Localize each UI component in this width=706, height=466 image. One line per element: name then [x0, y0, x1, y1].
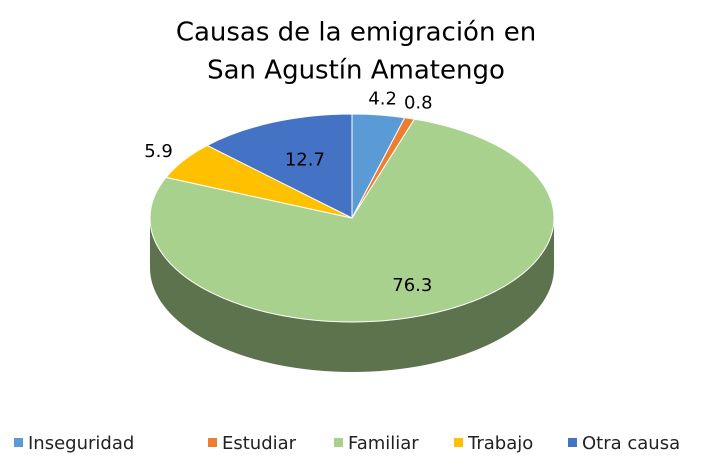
chart-title: San Agustín Amatengo: [207, 56, 505, 86]
legend-label: Trabajo: [467, 433, 533, 454]
legend-label: Familiar: [348, 433, 419, 454]
legend-label: Inseguridad: [28, 433, 134, 454]
legend-swatch: [568, 438, 577, 447]
legend-swatch: [14, 438, 23, 447]
legend-label: Estudiar: [222, 433, 297, 454]
legend-swatch: [208, 438, 217, 447]
legend-swatch: [334, 438, 343, 447]
data-label: 4.2: [368, 88, 397, 109]
legend-swatch: [454, 438, 463, 447]
legend-label: Otra causa: [582, 433, 680, 454]
chart-title: Causas de la emigración en: [176, 18, 536, 48]
data-label: 5.9: [144, 141, 173, 162]
pie-side: [150, 218, 554, 372]
data-label: 12.7: [285, 150, 325, 171]
data-label: 76.3: [392, 275, 432, 296]
data-label: 0.8: [404, 92, 433, 113]
pie-slice: [149, 118, 555, 323]
pie-slice: [206, 113, 353, 219]
